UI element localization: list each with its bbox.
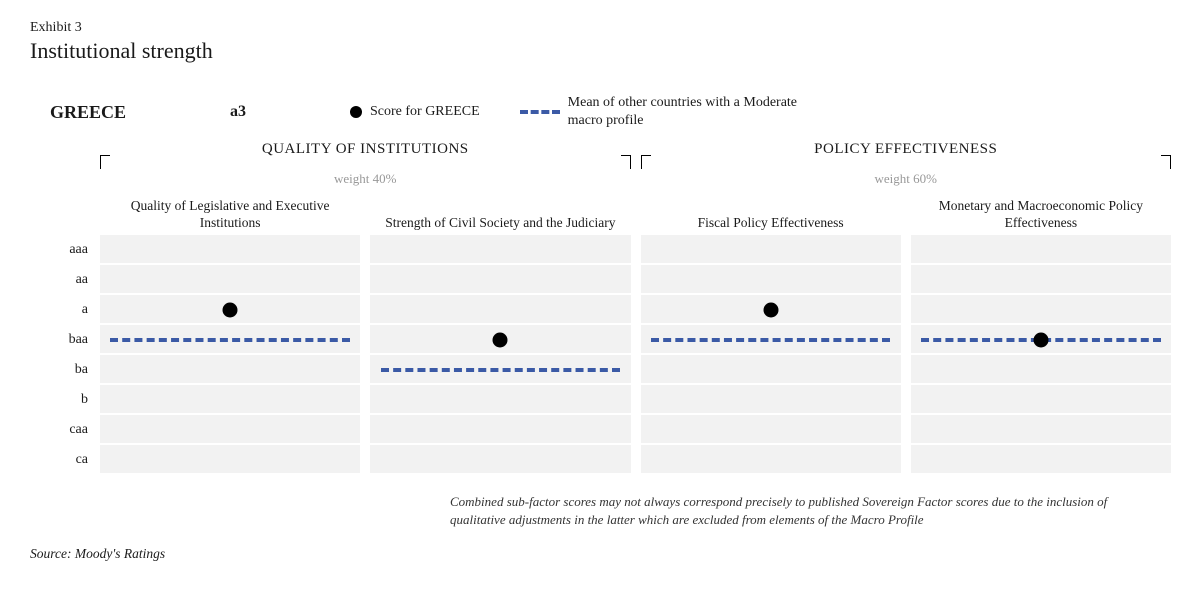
y-axis: aaaaaabaababcaaca <box>30 195 100 475</box>
score-marker <box>763 303 778 318</box>
panel-title: Fiscal Policy Effectiveness <box>641 195 901 235</box>
grid-row <box>370 235 630 265</box>
exhibit-label: Exhibit 3 <box>30 20 1171 36</box>
grid-row <box>911 415 1171 445</box>
y-tick: b <box>30 385 100 415</box>
grid-row <box>100 355 360 385</box>
grid-row <box>641 265 901 295</box>
legend-score-label: Score for GREECE <box>370 104 480 120</box>
source: Source: Moody's Ratings <box>30 546 1171 562</box>
y-tick: baa <box>30 325 100 355</box>
grid-row <box>370 385 630 415</box>
y-tick: aa <box>30 265 100 295</box>
group-headers: QUALITY OF INSTITUTIONS weight 40% POLICY … <box>100 155 1171 187</box>
panel: Monetary and Macroeconomic Policy Effect… <box>911 195 1171 475</box>
bracket-icon: QUALITY OF INSTITUTIONS <box>100 155 631 169</box>
legend-mean-label: Mean of other countries with a Moderate … <box>568 94 828 130</box>
group-weight: weight 60% <box>641 171 1172 187</box>
bracket-icon: POLICY EFFECTIVENESS <box>641 155 1172 169</box>
grid-row <box>911 295 1171 325</box>
dash-icon <box>520 110 560 114</box>
panel: Quality of Legislative and Executive Ins… <box>100 195 360 475</box>
y-tick: ba <box>30 355 100 385</box>
grid-row <box>641 385 901 415</box>
grid-row <box>370 265 630 295</box>
grid-row <box>370 415 630 445</box>
score-marker <box>1033 333 1048 348</box>
page-title: Institutional strength <box>30 38 1171 64</box>
panel-title: Quality of Legislative and Executive Ins… <box>100 195 360 235</box>
panel-grid <box>370 235 630 475</box>
grid-row <box>911 235 1171 265</box>
grid-row <box>911 265 1171 295</box>
header-row: GREECE a3 Score for GREECE Mean of other… <box>30 94 1171 130</box>
legend-mean: Mean of other countries with a Moderate … <box>520 94 828 130</box>
grid-row <box>911 385 1171 415</box>
panel-grid <box>911 235 1171 475</box>
grid-row <box>100 415 360 445</box>
grid-row <box>100 445 360 475</box>
panel: Strength of Civil Society and the Judici… <box>370 195 630 475</box>
grid-row <box>641 235 901 265</box>
grid-row <box>100 235 360 265</box>
y-tick: caa <box>30 415 100 445</box>
grid-row <box>641 415 901 445</box>
mean-marker <box>110 338 349 342</box>
group-header: POLICY EFFECTIVENESS weight 60% <box>641 155 1172 187</box>
group-weight: weight 40% <box>100 171 631 187</box>
score-marker <box>493 333 508 348</box>
panel-grid <box>641 235 901 475</box>
footnote: Combined sub-factor scores may not alway… <box>450 493 1110 528</box>
panel: Fiscal Policy Effectiveness <box>641 195 901 475</box>
panel-title: Monetary and Macroeconomic Policy Effect… <box>911 195 1171 235</box>
grid-row <box>911 445 1171 475</box>
overall-rating: a3 <box>230 103 350 121</box>
panels: Quality of Legislative and Executive Ins… <box>100 195 1171 475</box>
grid-row <box>911 355 1171 385</box>
grid-row <box>641 445 901 475</box>
group-header: QUALITY OF INSTITUTIONS weight 40% <box>100 155 631 187</box>
grid-row <box>100 385 360 415</box>
legend-score: Score for GREECE <box>350 104 480 120</box>
grid-row <box>100 265 360 295</box>
y-tick: a <box>30 295 100 325</box>
group-title: QUALITY OF INSTITUTIONS <box>252 141 479 158</box>
group-title: POLICY EFFECTIVENESS <box>804 141 1007 158</box>
dot-icon <box>350 106 362 118</box>
panel-title: Strength of Civil Society and the Judici… <box>370 195 630 235</box>
country-name: GREECE <box>50 102 230 123</box>
mean-marker <box>651 338 890 342</box>
panel-grid <box>100 235 360 475</box>
chart: aaaaaabaababcaaca Quality of Legislative… <box>30 195 1171 475</box>
y-tick: aaa <box>30 235 100 265</box>
grid-row <box>641 355 901 385</box>
score-marker <box>223 303 238 318</box>
mean-marker <box>381 368 620 372</box>
grid-row <box>370 445 630 475</box>
grid-row <box>370 295 630 325</box>
y-tick: ca <box>30 445 100 475</box>
legend: Score for GREECE Mean of other countries… <box>350 94 828 130</box>
